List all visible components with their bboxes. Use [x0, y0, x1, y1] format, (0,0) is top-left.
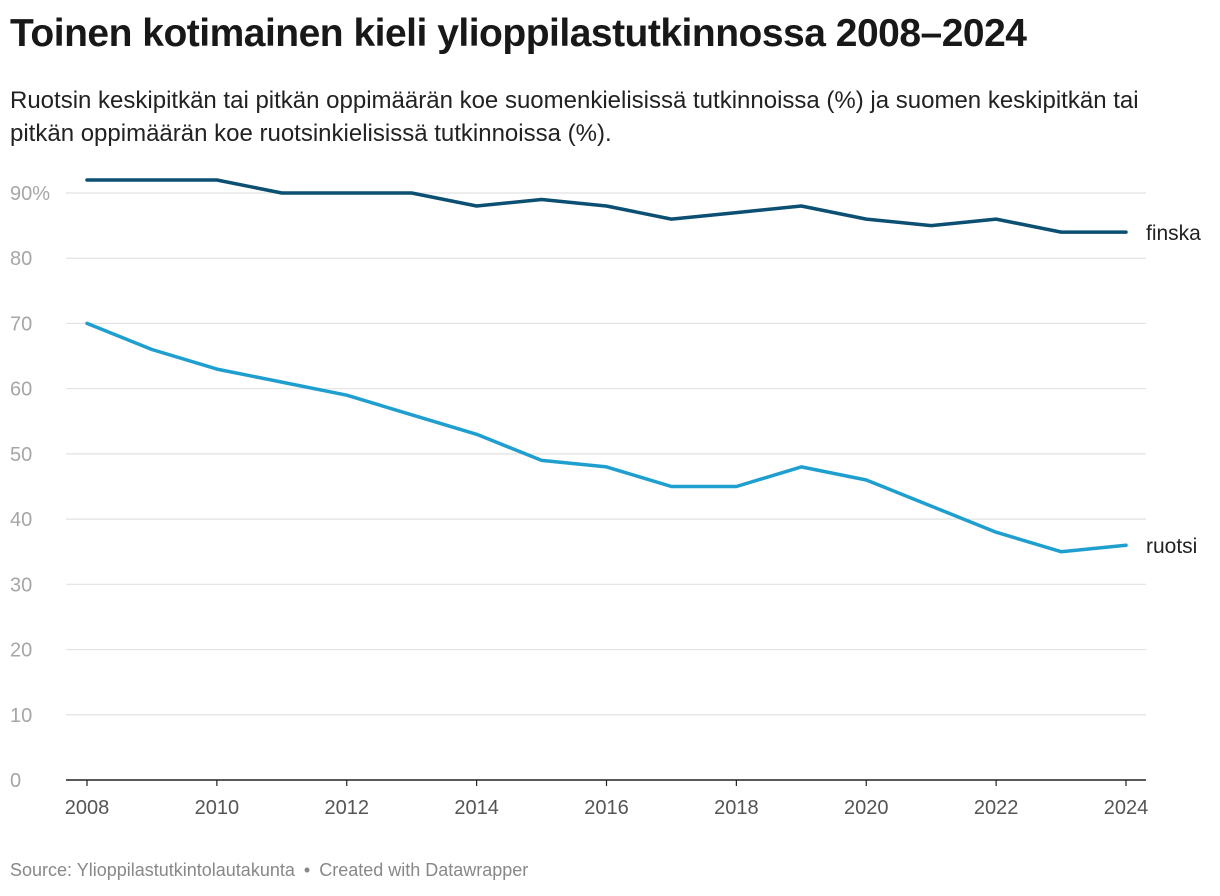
series-lines — [85, 178, 1128, 554]
y-tick-label-0: 0 — [10, 770, 21, 792]
x-tick-label-2020: 2020 — [844, 797, 889, 819]
y-tick-label-80: 80 — [10, 248, 32, 270]
x-tick-label-2014: 2014 — [454, 797, 499, 819]
y-axis-ticks: 0 10 20 30 40 50 60 70 80 90% — [10, 183, 50, 792]
credit-text: Created with Datawrapper — [319, 860, 529, 880]
footer-separator: • — [303, 860, 311, 880]
chart-title: Toinen kotimainen kieli ylioppilastutkin… — [10, 12, 1027, 55]
gridlines — [66, 192, 1146, 716]
y-tick-label-30: 30 — [10, 574, 32, 596]
x-tick-label-2016: 2016 — [584, 797, 629, 819]
x-tick-label-2018: 2018 — [714, 797, 759, 819]
x-tick-label-2010: 2010 — [195, 797, 240, 819]
y-tick-label-60: 60 — [10, 379, 32, 401]
series-line-ruotsi — [85, 321, 1128, 554]
source-text: Source: Ylioppilastutkintolautakunta — [10, 860, 295, 880]
chart-subtitle: Ruotsin keskipitkän tai pitkän oppimäärä… — [10, 87, 1139, 147]
series-line-finska — [85, 178, 1128, 234]
x-axis-ticks: 2008 2010 2012 2014 2016 2018 2020 2022 2024 — [65, 779, 1149, 819]
x-tick-label-2008: 2008 — [65, 797, 110, 819]
y-tick-label-50: 50 — [10, 444, 32, 466]
footer: Source: Ylioppilastutkintolautakunta • C… — [10, 860, 528, 881]
y-tick-label-70: 70 — [10, 313, 32, 335]
x-tick-label-2022: 2022 — [974, 797, 1019, 819]
y-tick-label-40: 40 — [10, 509, 32, 531]
x-tick-label-2024: 2024 — [1104, 797, 1149, 819]
y-tick-label-10: 10 — [10, 705, 32, 727]
y-tick-label-90: 90% — [10, 183, 50, 205]
series-labels: finska ruotsi — [1146, 222, 1201, 558]
series-label-finska: finska — [1146, 222, 1201, 245]
series-label-ruotsi: ruotsi — [1146, 535, 1197, 558]
y-tick-label-20: 20 — [10, 640, 32, 662]
x-tick-label-2012: 2012 — [325, 797, 370, 819]
